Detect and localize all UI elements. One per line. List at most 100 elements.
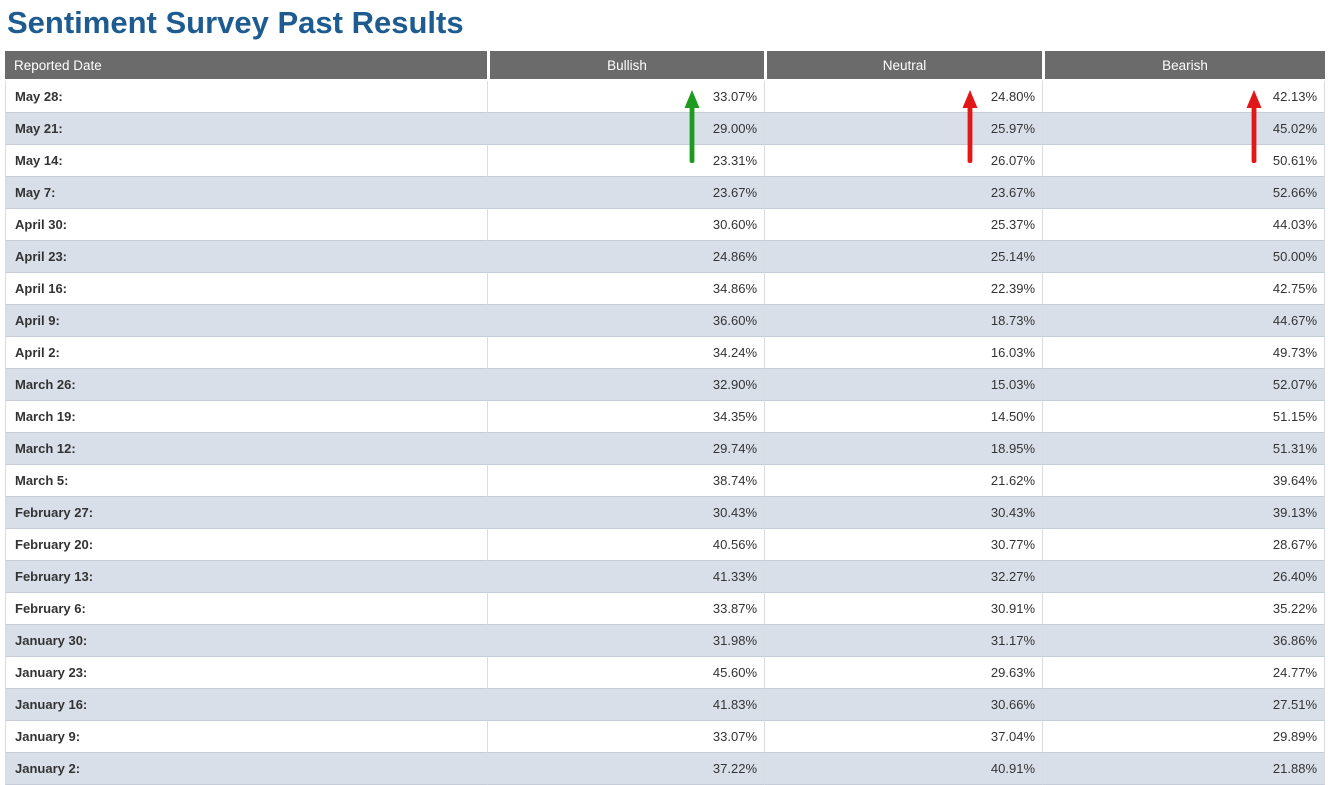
bullish-value-cell: 34.86% [487, 273, 764, 305]
sentiment-table-container: Reported Date Bullish Neutral Bearish May 2… [5, 51, 1325, 785]
bullish-value-cell: 41.83% [487, 689, 764, 721]
date-cell: February 27: [5, 497, 487, 529]
bullish-value-cell: 41.33% [487, 561, 764, 593]
table-row: January 16: 41.83% 30.66% 27.51% [5, 689, 1325, 721]
neutral-value-cell: 14.50% [764, 401, 1042, 433]
table-row: March 5: 38.74% 21.62% 39.64% [5, 465, 1325, 497]
sentiment-results-table: Reported Date Bullish Neutral Bearish May 2… [5, 51, 1325, 785]
column-header-bullish: Bullish [487, 51, 764, 81]
bullish-value-cell: 36.60% [487, 305, 764, 337]
bullish-value-cell: 37.22% [487, 753, 764, 785]
date-cell: January 16: [5, 689, 487, 721]
bullish-value-cell: 38.74% [487, 465, 764, 497]
table-row: May 14: 23.31% 26.07% 50.61% [5, 145, 1325, 177]
table-row: April 2: 34.24% 16.03% 49.73% [5, 337, 1325, 369]
neutral-value-cell: 25.97% [764, 113, 1042, 145]
neutral-value-cell: 25.37% [764, 209, 1042, 241]
header-row: Reported Date Bullish Neutral Bearish [5, 51, 1325, 81]
column-header-reported-date: Reported Date [5, 51, 487, 81]
neutral-value-cell: 18.73% [764, 305, 1042, 337]
table-row: February 20: 40.56% 30.77% 28.67% [5, 529, 1325, 561]
bearish-value-cell: 39.13% [1042, 497, 1325, 529]
bearish-value-cell: 35.22% [1042, 593, 1325, 625]
date-cell: April 2: [5, 337, 487, 369]
neutral-value-cell: 23.67% [764, 177, 1042, 209]
bearish-value-cell: 27.51% [1042, 689, 1325, 721]
neutral-value-cell: 30.91% [764, 593, 1042, 625]
bearish-value-cell: 49.73% [1042, 337, 1325, 369]
table-row: February 13: 41.33% 32.27% 26.40% [5, 561, 1325, 593]
neutral-value-cell: 15.03% [764, 369, 1042, 401]
neutral-value-cell: 24.80% [764, 81, 1042, 113]
date-cell: May 21: [5, 113, 487, 145]
table-row: February 6: 33.87% 30.91% 35.22% [5, 593, 1325, 625]
date-cell: May 28: [5, 81, 487, 113]
date-cell: March 19: [5, 401, 487, 433]
neutral-value-cell: 29.63% [764, 657, 1042, 689]
table-row: March 12: 29.74% 18.95% 51.31% [5, 433, 1325, 465]
date-cell: April 30: [5, 209, 487, 241]
neutral-value-cell: 22.39% [764, 273, 1042, 305]
table-row: March 19: 34.35% 14.50% 51.15% [5, 401, 1325, 433]
bearish-value-cell: 52.07% [1042, 369, 1325, 401]
neutral-value-cell: 30.66% [764, 689, 1042, 721]
date-cell: February 6: [5, 593, 487, 625]
bearish-value-cell: 52.66% [1042, 177, 1325, 209]
bearish-value-cell: 45.02% [1042, 113, 1325, 145]
neutral-value-cell: 18.95% [764, 433, 1042, 465]
date-cell: February 13: [5, 561, 487, 593]
bullish-value-cell: 32.90% [487, 369, 764, 401]
date-cell: March 12: [5, 433, 487, 465]
column-header-neutral: Neutral [764, 51, 1042, 81]
date-cell: April 23: [5, 241, 487, 273]
bullish-value-cell: 34.24% [487, 337, 764, 369]
bearish-value-cell: 36.86% [1042, 625, 1325, 657]
bearish-value-cell: 26.40% [1042, 561, 1325, 593]
date-cell: April 16: [5, 273, 487, 305]
bearish-value-cell: 44.67% [1042, 305, 1325, 337]
page-title: Sentiment Survey Past Results [7, 5, 464, 40]
table-row: May 7: 23.67% 23.67% 52.66% [5, 177, 1325, 209]
table-row: March 26: 32.90% 15.03% 52.07% [5, 369, 1325, 401]
bullish-value-cell: 29.74% [487, 433, 764, 465]
date-cell: March 26: [5, 369, 487, 401]
bearish-value-cell: 21.88% [1042, 753, 1325, 785]
bearish-value-cell: 39.64% [1042, 465, 1325, 497]
bearish-value-cell: 51.15% [1042, 401, 1325, 433]
bullish-value-cell: 31.98% [487, 625, 764, 657]
bearish-value-cell: 29.89% [1042, 721, 1325, 753]
bullish-value-cell: 33.07% [487, 721, 764, 753]
bearish-value-cell: 28.67% [1042, 529, 1325, 561]
table-row: May 21: 29.00% 25.97% 45.02% [5, 113, 1325, 145]
neutral-value-cell: 30.77% [764, 529, 1042, 561]
table-row: February 27: 30.43% 30.43% 39.13% [5, 497, 1325, 529]
date-cell: April 9: [5, 305, 487, 337]
table-row: January 30: 31.98% 31.17% 36.86% [5, 625, 1325, 657]
bullish-value-cell: 29.00% [487, 113, 764, 145]
neutral-value-cell: 40.91% [764, 753, 1042, 785]
neutral-value-cell: 16.03% [764, 337, 1042, 369]
bullish-value-cell: 33.87% [487, 593, 764, 625]
neutral-value-cell: 21.62% [764, 465, 1042, 497]
bullish-value-cell: 23.67% [487, 177, 764, 209]
table-row: April 9: 36.60% 18.73% 44.67% [5, 305, 1325, 337]
table-row: April 23: 24.86% 25.14% 50.00% [5, 241, 1325, 273]
bearish-value-cell: 50.61% [1042, 145, 1325, 177]
date-cell: May 14: [5, 145, 487, 177]
neutral-value-cell: 37.04% [764, 721, 1042, 753]
table-row: May 28: 33.07% 24.80% 42.13% [5, 81, 1325, 113]
table-row: April 30: 30.60% 25.37% 44.03% [5, 209, 1325, 241]
neutral-value-cell: 30.43% [764, 497, 1042, 529]
neutral-value-cell: 32.27% [764, 561, 1042, 593]
bearish-value-cell: 42.13% [1042, 81, 1325, 113]
bearish-value-cell: 42.75% [1042, 273, 1325, 305]
table-row: January 23: 45.60% 29.63% 24.77% [5, 657, 1325, 689]
bullish-value-cell: 23.31% [487, 145, 764, 177]
bearish-value-cell: 44.03% [1042, 209, 1325, 241]
bearish-value-cell: 24.77% [1042, 657, 1325, 689]
table-body: May 28: 33.07% 24.80% 42.13% May 21: 29.00% 25… [5, 81, 1325, 785]
bullish-value-cell: 45.60% [487, 657, 764, 689]
date-cell: January 23: [5, 657, 487, 689]
bullish-value-cell: 30.43% [487, 497, 764, 529]
date-cell: March 5: [5, 465, 487, 497]
